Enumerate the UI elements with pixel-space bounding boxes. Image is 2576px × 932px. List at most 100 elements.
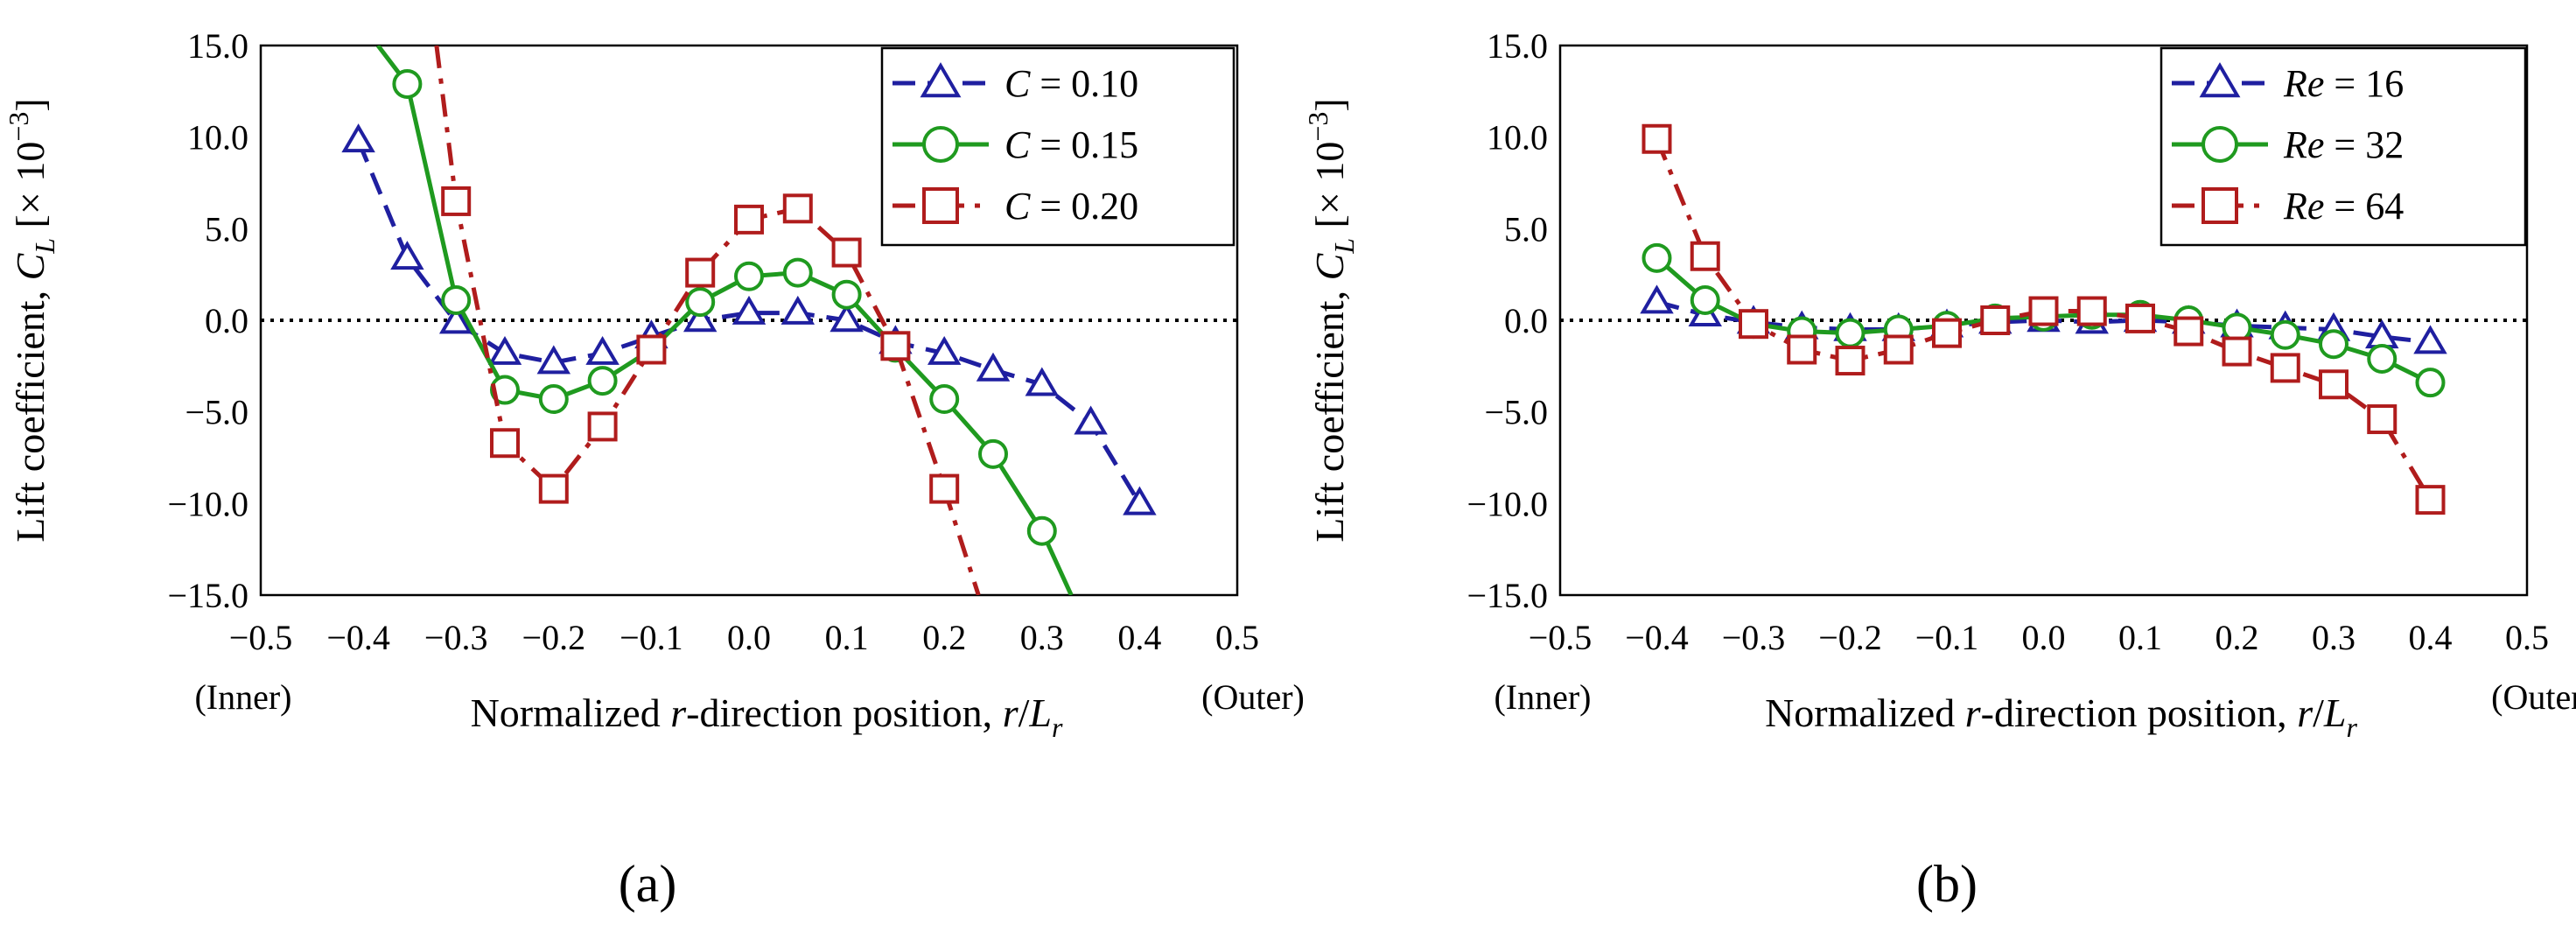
label-part: C [8, 252, 52, 280]
circle-marker [2202, 126, 2238, 163]
x-tick-label: −0.2 [522, 618, 586, 657]
circle-marker [929, 384, 960, 415]
panel-label: (b) [1916, 855, 1978, 913]
x-tick-label: −0.4 [1625, 618, 1689, 657]
label-part: ] [1307, 98, 1352, 111]
label-part: r [1965, 690, 1982, 735]
triangle-marker [780, 295, 816, 325]
circle-marker [2367, 343, 2398, 374]
square-marker [1835, 346, 1866, 376]
square-marker [636, 334, 667, 365]
x-tick-label: −0.4 [326, 618, 390, 657]
x-tick-label: 0.5 [1215, 618, 1259, 657]
label-part: r [2346, 711, 2357, 743]
square-marker [1883, 334, 1914, 365]
triangle-marker [682, 303, 718, 333]
y-tick-label: 10.0 [1487, 118, 1548, 158]
circle-marker [978, 438, 1008, 469]
square-marker [2125, 303, 2155, 333]
label-part: C [1004, 185, 1031, 228]
label-part: r [2297, 690, 2314, 735]
x-tick-label: −0.3 [424, 618, 488, 657]
x-tick-label: −0.1 [1915, 618, 1979, 657]
legend-label: C = 0.15 [1004, 123, 1138, 166]
x-tick-label: 0.2 [922, 618, 966, 657]
label-part: L [1328, 238, 1360, 255]
triangle-marker [585, 335, 620, 365]
circle-marker [392, 68, 423, 99]
circle-marker [2270, 319, 2300, 350]
series-3 [434, 46, 981, 595]
triangle-marker [2413, 325, 2447, 354]
chart-panel-b: 15.0 10.0 5.0 0.0 −5.0 −10.0 −15.0−0.5 −0.4 −0.3… [1302, 26, 2576, 913]
label-part: −3 [1302, 112, 1334, 142]
triangle-marker [438, 305, 473, 334]
circle-marker [441, 284, 472, 315]
label-part: Lift coefficient, [1307, 280, 1352, 542]
triangle-marker [536, 345, 571, 375]
triangle-marker [341, 123, 375, 153]
triangle-marker [1123, 486, 1157, 515]
y-tick-label: 10.0 [187, 118, 248, 158]
label-part: L [29, 238, 60, 255]
legend-label: Re = 64 [2283, 185, 2404, 228]
x-tick-label: 0.0 [2022, 618, 2066, 657]
circle-marker [922, 126, 959, 163]
square-marker [490, 428, 520, 459]
square-marker [2319, 369, 2348, 400]
circle-marker [782, 257, 813, 288]
square-marker [782, 193, 813, 224]
outer-label: (Outer) [2491, 677, 2576, 717]
x-tick-label: −0.3 [1722, 618, 1786, 657]
square-marker [1690, 241, 1720, 271]
label-part: Re [2283, 185, 2324, 228]
x-tick-label: 0.5 [2505, 618, 2549, 657]
circle-marker [1690, 284, 1720, 315]
y-tick-label: 5.0 [205, 209, 248, 249]
triangle-marker [1025, 367, 1060, 396]
label-part: Lift coefficient, [8, 280, 52, 542]
circle-marker [2319, 329, 2348, 360]
inner-label: (Inner) [1494, 677, 1591, 717]
square-marker [2270, 353, 2300, 383]
series-line [1655, 137, 2432, 501]
series-line [375, 46, 1074, 595]
triangle-marker [390, 241, 424, 270]
legend-label: C = 0.20 [1004, 185, 1138, 228]
legend-label: Re = 16 [2283, 62, 2404, 105]
label-part: = 0.15 [1030, 123, 1138, 166]
label-part: = 32 [2324, 123, 2404, 166]
label-part: Re [2283, 123, 2324, 166]
square-marker [2415, 485, 2446, 515]
y-tick-label: 15.0 [1487, 26, 1548, 66]
y-tick-label: −15.0 [1466, 576, 1548, 615]
legend-label: C = 0.10 [1004, 62, 1138, 105]
square-marker [1642, 123, 1672, 154]
circle-marker [1642, 242, 1672, 273]
circle-marker [734, 261, 764, 291]
square-marker [880, 331, 911, 361]
square-marker [831, 237, 862, 268]
triangle-marker [927, 335, 962, 365]
triangle-marker [487, 335, 522, 365]
y-tick-label: 0.0 [1504, 301, 1548, 340]
circle-marker [685, 287, 716, 318]
square-marker [1787, 334, 1817, 365]
triangle-marker [976, 352, 1011, 382]
x-tick-label: 0.0 [727, 618, 771, 657]
x-tick-label: 0.2 [2216, 618, 2259, 657]
label-part: r [1003, 690, 1019, 735]
legend: C = 0.10 C = 0.15 C = 0.20 [880, 46, 1236, 247]
label-part: [× 10 [8, 142, 52, 238]
square-marker [2202, 187, 2238, 224]
triangle-marker [920, 62, 962, 98]
label-part: Re [2283, 62, 2324, 105]
circle-marker [1026, 515, 1057, 546]
inner-label: (Inner) [194, 677, 291, 717]
y-tick-label: 15.0 [187, 26, 248, 66]
label-part: = 64 [2324, 185, 2404, 228]
chart-panel-a: 15.0 10.0 5.0 0.0 −5.0 −10.0 −15.0−0.5 −0.4 −0.3… [3, 26, 1305, 913]
square-marker [922, 187, 959, 224]
y-tick-label: −15.0 [167, 576, 248, 615]
